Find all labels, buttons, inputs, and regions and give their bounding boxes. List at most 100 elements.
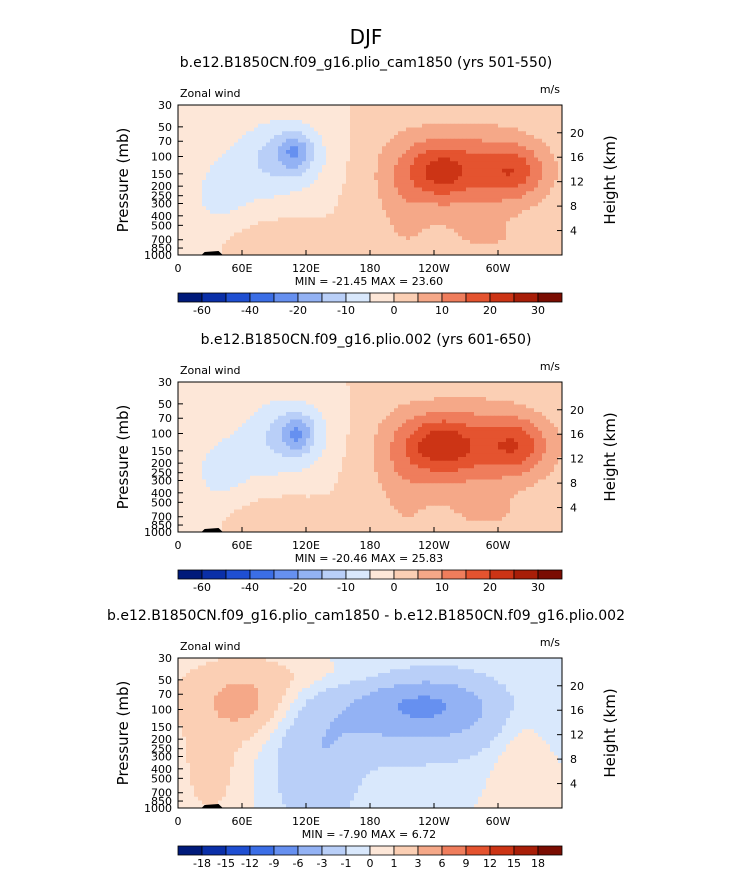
contour-cell: [282, 184, 286, 188]
contour-cell: [298, 240, 302, 244]
contour-cell: [506, 210, 510, 214]
contour-cell: [514, 135, 518, 139]
contour-cell: [482, 169, 486, 173]
contour-cell: [342, 154, 346, 158]
contour-cell: [386, 124, 390, 128]
contour-cell: [502, 233, 506, 237]
contour-cell: [470, 109, 474, 113]
contour-cell: [242, 146, 246, 150]
contour-cell: [522, 139, 526, 143]
contour-cell: [382, 105, 386, 109]
contour-cell: [478, 397, 482, 401]
contour-cell: [486, 382, 490, 386]
contour-cell: [502, 109, 506, 113]
contour-cell: [538, 146, 542, 150]
contour-cell: [538, 176, 542, 180]
contour-cell: [474, 405, 478, 409]
contour-cell: [230, 180, 234, 184]
contour-cell: [526, 229, 530, 233]
contour-cell: [494, 412, 498, 416]
contour-cell: [478, 154, 482, 158]
contour-cell: [534, 199, 538, 203]
contour-cell: [286, 165, 290, 169]
contour-cell: [290, 248, 294, 252]
contour-cell: [234, 169, 238, 173]
contour-cell: [326, 154, 330, 158]
contour-cell: [226, 169, 230, 173]
contour-cell: [498, 191, 502, 195]
contour-cell: [278, 184, 282, 188]
contour-cell: [462, 199, 466, 203]
contour-cell: [514, 233, 518, 237]
contour-cell: [366, 206, 370, 210]
contour-cell: [474, 233, 478, 237]
contour-cell: [350, 420, 354, 424]
contour-cell: [530, 128, 534, 132]
contour-cell: [338, 244, 342, 248]
contour-cell: [538, 169, 542, 173]
contour-cell: [266, 176, 270, 180]
contour-cell: [186, 397, 190, 401]
contour-cell: [314, 382, 318, 386]
contour-cell: [522, 176, 526, 180]
contour-cell: [298, 244, 302, 248]
contour-cell: [394, 218, 398, 222]
contour-cell: [238, 412, 242, 416]
contour-cell: [426, 169, 430, 173]
contour-cell: [438, 401, 442, 405]
contour-cell: [546, 176, 550, 180]
contour-cell: [322, 405, 326, 409]
contour-cell: [238, 401, 242, 405]
contour-cell: [462, 229, 466, 233]
contour-cell: [206, 161, 210, 165]
contour-cell: [246, 218, 250, 222]
contour-cell: [442, 420, 446, 424]
contour-cell: [282, 158, 286, 162]
contour-cell: [490, 176, 494, 180]
contour-cell: [394, 150, 398, 154]
contour-cell: [298, 390, 302, 394]
contour-cell: [342, 240, 346, 244]
contour-cell: [198, 173, 202, 177]
contour-cell: [386, 390, 390, 394]
contour-cell: [462, 184, 466, 188]
contour-cell: [526, 184, 530, 188]
contour-cell: [226, 382, 230, 386]
chart-panel-2: b.e12.B1850CN.f09_g16.plio.002 (yrs 601-…: [114, 332, 619, 594]
contour-cell: [186, 416, 190, 420]
contour-cell: [546, 229, 550, 233]
contour-cell: [310, 236, 314, 240]
contour-cell: [534, 128, 538, 132]
contour-cell: [202, 382, 206, 386]
contour-cell: [482, 218, 486, 222]
contour-cell: [210, 408, 214, 412]
contour-cell: [194, 113, 198, 117]
contour-cell: [414, 206, 418, 210]
contour-cell: [526, 158, 530, 162]
contour-cell: [198, 412, 202, 416]
contour-cell: [202, 184, 206, 188]
contour-cell: [426, 393, 430, 397]
contour-cell: [442, 184, 446, 188]
contour-cell: [214, 124, 218, 128]
contour-cell: [474, 113, 478, 117]
contour-cell: [522, 240, 526, 244]
contour-cell: [394, 382, 398, 386]
contour-cell: [330, 143, 334, 147]
contour-cell: [362, 195, 366, 199]
contour-cell: [226, 236, 230, 240]
contour-cell: [182, 113, 186, 117]
contour-cell: [394, 146, 398, 150]
contour-cell: [254, 116, 258, 120]
contour-cell: [294, 131, 298, 135]
contour-cell: [178, 116, 182, 120]
contour-cell: [362, 206, 366, 210]
contour-cell: [542, 113, 546, 117]
contour-cell: [358, 161, 362, 165]
y-tick-label: 1000: [144, 249, 172, 262]
contour-cell: [238, 109, 242, 113]
contour-cell: [294, 143, 298, 147]
contour-cell: [306, 420, 310, 424]
contour-cell: [422, 120, 426, 124]
contour-cell: [526, 233, 530, 237]
